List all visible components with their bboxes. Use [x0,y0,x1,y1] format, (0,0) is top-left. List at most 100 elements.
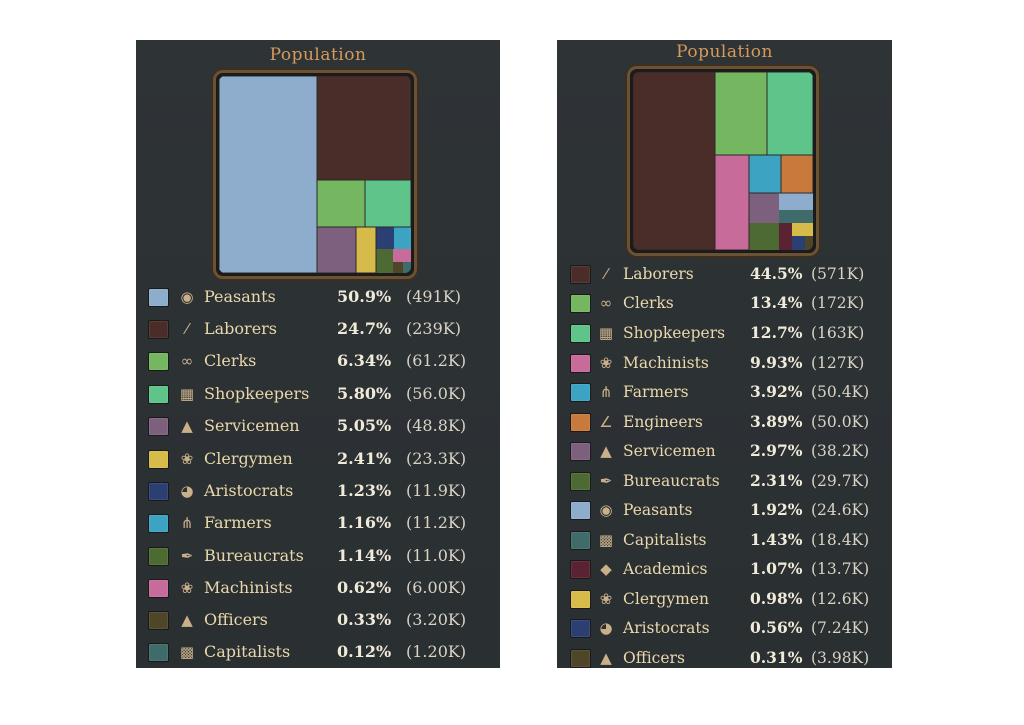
praying-hands-icon: ❀ [180,450,194,468]
treemap-cell-farmers[interactable] [394,227,411,249]
treemap-cell-aristocrats[interactable] [792,236,805,250]
list-item[interactable]: ▩ Capitalists 1.43% (18.4K) [557,526,892,554]
treemap-cell-capitalists[interactable] [779,210,813,223]
treemap-cell-clergymen[interactable] [356,227,376,273]
treemap-cell-servicemen[interactable] [317,227,356,273]
list-item[interactable]: ▦ Shopkeepers 5.80% (56.0K) [136,380,500,408]
pop-percent: 0.56% [750,618,803,637]
pop-type-name: Academics [623,560,708,578]
list-item[interactable]: ✒ Bureaucrats 1.14% (11.0K) [136,542,500,570]
pop-type-name: Aristocrats [623,619,710,637]
treemap-cell-clerks[interactable] [715,72,767,155]
treemap-cell-clergymen[interactable] [792,223,813,236]
list-item[interactable]: ⋔ Farmers 1.16% (11.2K) [136,509,500,537]
color-swatch [148,352,169,371]
mortarboard-icon: ◆ [600,560,612,578]
pop-type-name: Machinists [623,354,709,372]
list-item[interactable]: ❀ Machinists 9.93% (127K) [557,349,892,377]
treemap-cell-shopkeepers[interactable] [767,72,813,155]
treemap-cell-clerks[interactable] [317,180,365,227]
treemap-cell-peasants[interactable] [779,193,813,210]
color-swatch [570,531,591,550]
pop-percent: 1.23% [337,481,392,500]
list-item[interactable]: ⁄ Laborers 24.7% (239K) [136,315,500,343]
pop-type-name: Laborers [623,265,694,283]
list-item[interactable]: ⋔ Farmers 3.92% (50.4K) [557,378,892,406]
pop-count: (24.6K) [811,501,870,519]
treemap-cell-laborers[interactable] [317,76,411,180]
treemap-cell-capitalists[interactable] [403,262,411,273]
list-item[interactable]: ▦ Shopkeepers 12.7% (163K) [557,319,892,347]
list-item[interactable]: ⁄ Laborers 44.5% (571K) [557,260,892,288]
pop-percent: 44.5% [750,264,803,283]
praying-hands-icon: ❀ [599,590,613,608]
pop-percent: 2.97% [750,441,803,460]
pop-count: (23.3K) [406,449,467,468]
pop-percent: 1.07% [750,559,803,578]
list-item[interactable]: ▩ Capitalists 0.12% (1.20K) [136,638,500,666]
treemap-cell-bureaucrats[interactable] [749,223,779,250]
cash-register-icon: ▦ [179,385,195,403]
pop-type-name: Laborers [204,319,278,338]
list-item[interactable]: ▲ Servicemen 2.97% (38.2K) [557,437,892,465]
color-swatch [570,442,591,461]
pop-percent: 1.43% [750,530,803,549]
quill-icon: ✒ [599,472,613,490]
list-item[interactable]: ∠ Engineers 3.89% (50.0K) [557,408,892,436]
pop-percent: 0.62% [337,578,392,597]
list-item[interactable]: ▲ Servicemen 5.05% (48.8K) [136,412,500,440]
officer-cap-icon: ▲ [181,611,193,629]
pop-percent: 13.4% [750,293,803,312]
population-treemap [633,72,813,250]
list-item[interactable]: ◉ Peasants 50.9% (491K) [136,283,500,311]
treemap-cell-academics[interactable] [779,223,792,250]
list-item[interactable]: ∞ Clerks 13.4% (172K) [557,289,892,317]
pop-count: (3.20K) [406,610,467,629]
pop-percent: 6.34% [337,351,392,370]
color-swatch [570,413,591,432]
treemap-cell-farmers[interactable] [749,155,781,193]
treemap-cell-laborers[interactable] [633,72,715,250]
pop-count: (11.9K) [406,481,467,500]
pop-type-name: Clergymen [623,590,709,608]
list-item[interactable]: ❀ Machinists 0.62% (6.00K) [136,574,500,602]
list-item[interactable]: ∞ Clerks 6.34% (61.2K) [136,347,500,375]
pop-percent: 2.31% [750,471,803,490]
shovel-icon: ⁄ [604,265,608,283]
list-item[interactable]: ▲ Officers 0.33% (3.20K) [136,606,500,634]
treemap-cell-machinists[interactable] [715,155,749,250]
basket-icon: ◉ [599,501,613,519]
treemap-cell-shopkeepers[interactable] [365,180,411,227]
pop-type-name: Clergymen [204,449,293,468]
treemap-cell-servicemen[interactable] [749,193,779,223]
treemap-cell-officers[interactable] [805,236,813,250]
list-item[interactable]: ◕ Aristocrats 0.56% (7.24K) [557,614,892,642]
population-panel-right: Population [557,40,892,668]
list-item[interactable]: ❀ Clergymen 2.41% (23.3K) [136,445,500,473]
treemap-cell-engineers[interactable] [781,155,813,193]
spectacles-icon: ∞ [180,352,194,370]
pop-percent: 0.12% [337,642,392,661]
treemap-cell-officers[interactable] [393,262,403,273]
list-item[interactable]: ▲ Officers 0.31% (3.98K) [557,644,892,672]
quill-icon: ✒ [180,547,194,565]
officer-cap-icon: ▲ [600,649,612,667]
pop-count: (11.2K) [406,513,467,532]
pop-percent: 5.05% [337,416,392,435]
color-swatch [148,288,169,307]
treemap-cell-bureaucrats[interactable] [376,249,393,273]
list-item[interactable]: ◕ Aristocrats 1.23% (11.9K) [136,477,500,505]
color-swatch [148,417,169,436]
top-hat-icon: ▩ [179,643,195,661]
color-swatch [148,450,169,469]
list-item[interactable]: ❀ Clergymen 0.98% (12.6K) [557,585,892,613]
list-item[interactable]: ◉ Peasants 1.92% (24.6K) [557,496,892,524]
list-item[interactable]: ◆ Academics 1.07% (13.7K) [557,555,892,583]
pop-count: (50.4K) [811,383,870,401]
color-swatch [148,611,169,630]
treemap-cell-peasants[interactable] [219,76,317,273]
treemap-cell-machinists[interactable] [393,249,411,262]
pitchfork-icon: ⋔ [180,514,194,532]
list-item[interactable]: ✒ Bureaucrats 2.31% (29.7K) [557,467,892,495]
treemap-cell-aristocrats[interactable] [376,227,394,249]
